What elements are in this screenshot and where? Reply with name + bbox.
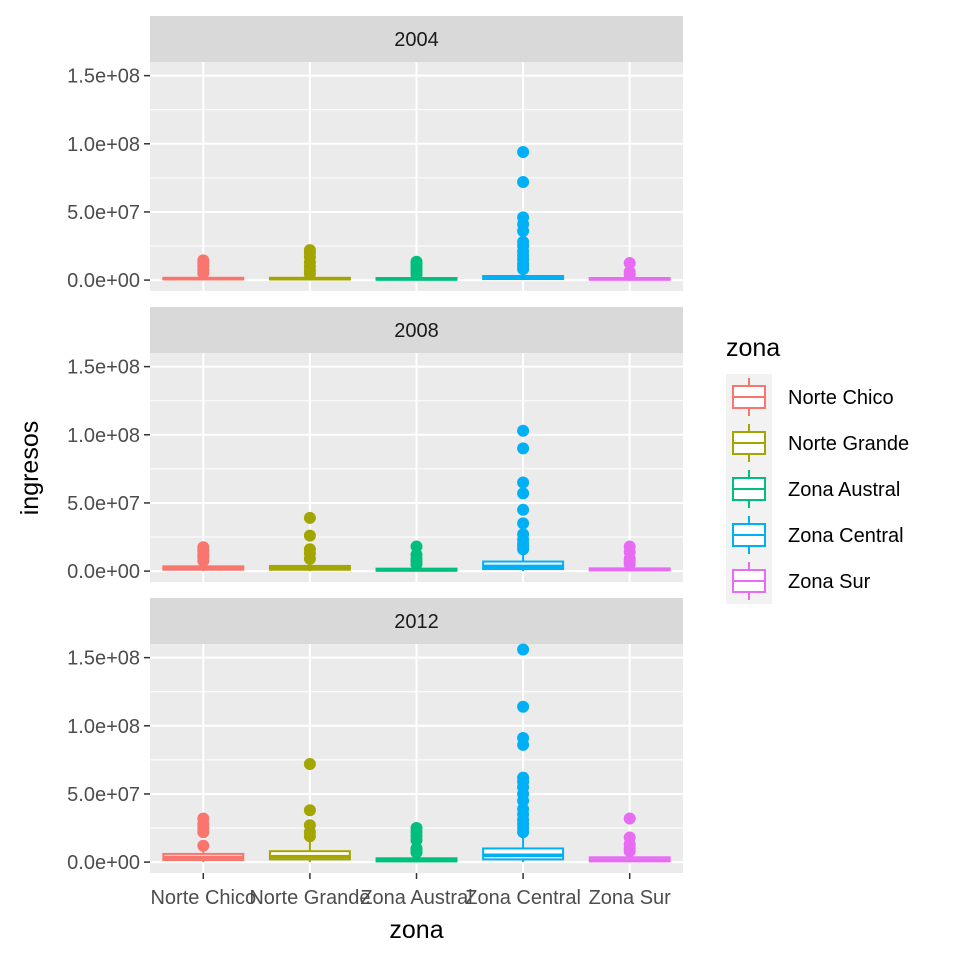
- outlier-point: [517, 476, 529, 488]
- outlier-point: [411, 256, 423, 268]
- y-tick-label: 1.0e+08: [67, 716, 140, 738]
- y-axis-title: ingresos: [16, 421, 44, 516]
- outlier-point: [304, 804, 316, 816]
- facet-panels: 2004 0.0e+00 5.0e+07 1.0e+08 1.5e+08 2008 0.0e…: [67, 16, 683, 874]
- outlier-point: [517, 643, 529, 655]
- outlier-point: [624, 541, 636, 553]
- legend-label: Zona Sur: [788, 571, 871, 593]
- x-axis-title: zona: [389, 916, 443, 944]
- x-tick-label: Zona Sur: [589, 887, 672, 909]
- y-tick-label: 0.0e+00: [67, 561, 140, 583]
- outlier-point: [517, 528, 529, 540]
- y-tick-label: 1.5e+08: [67, 648, 140, 670]
- facet-strip-label: 2004: [394, 29, 439, 51]
- legend-item-zona-austral: Zona Austral: [726, 466, 900, 512]
- outlier-point: [197, 840, 209, 852]
- outlier-point: [517, 236, 529, 248]
- legend-label: Norte Grande: [788, 433, 909, 455]
- x-tick-label: Norte Grande: [249, 887, 370, 909]
- outlier-point: [517, 176, 529, 188]
- outlier-point: [517, 146, 529, 158]
- outlier-point: [517, 517, 529, 529]
- outlier-point: [624, 832, 636, 844]
- outlier-point: [517, 772, 529, 784]
- outlier-point: [197, 254, 209, 266]
- legend-item-norte-grande: Norte Grande: [726, 420, 909, 466]
- outlier-point: [304, 244, 316, 256]
- outlier-point: [517, 442, 529, 454]
- y-tick-label: 5.0e+07: [67, 493, 140, 515]
- outlier-point: [197, 541, 209, 553]
- legend-label: Zona Austral: [788, 479, 900, 501]
- x-tick-label: Norte Chico: [150, 887, 256, 909]
- y-tick-label: 5.0e+07: [67, 784, 140, 806]
- facet-panel-2012: 2012 0.0e+00 5.0e+07 1.0e+08 1.5e+08: [67, 598, 683, 874]
- x-tick-label: Zona Austral: [360, 887, 472, 909]
- outlier-point: [304, 543, 316, 555]
- y-tick-label: 0.0e+00: [67, 270, 140, 292]
- y-tick-label: 1.0e+08: [67, 134, 140, 156]
- legend: zona Norte Chico Norte Grande Zona Austral…: [726, 334, 909, 604]
- outlier-point: [517, 487, 529, 499]
- outlier-point: [304, 819, 316, 831]
- y-tick-label: 0.0e+00: [67, 852, 140, 874]
- outlier-point: [411, 541, 423, 553]
- outlier-point: [517, 701, 529, 713]
- outlier-point: [517, 211, 529, 223]
- facet-panel-2004: 2004 0.0e+00 5.0e+07 1.0e+08 1.5e+08: [67, 16, 683, 292]
- outlier-point: [304, 758, 316, 770]
- outlier-point: [517, 504, 529, 516]
- outlier-point: [517, 425, 529, 437]
- outlier-point: [517, 732, 529, 744]
- facet-strip-label: 2008: [394, 320, 439, 342]
- outlier-point: [624, 257, 636, 269]
- outlier-point: [197, 812, 209, 824]
- facet-panel-2008: 2008 0.0e+00 5.0e+07 1.0e+08 1.5e+08: [67, 307, 683, 583]
- outlier-point: [411, 822, 423, 834]
- y-tick-label: 1.5e+08: [67, 66, 140, 88]
- legend-item-norte-chico: Norte Chico: [726, 374, 894, 420]
- legend-title: zona: [726, 334, 780, 362]
- outlier-point: [624, 812, 636, 824]
- outlier-point: [304, 512, 316, 524]
- y-tick-label: 1.5e+08: [67, 357, 140, 379]
- outlier-point: [304, 530, 316, 542]
- legend-item-zona-central: Zona Central: [726, 512, 904, 558]
- legend-item-zona-sur: Zona Sur: [726, 558, 871, 604]
- legend-label: Zona Central: [788, 525, 904, 547]
- y-tick-label: 1.0e+08: [67, 425, 140, 447]
- y-tick-label: 5.0e+07: [67, 202, 140, 224]
- facet-strip-label: 2012: [394, 611, 439, 633]
- x-tick-label: Zona Central: [465, 887, 581, 909]
- legend-label: Norte Chico: [788, 387, 894, 409]
